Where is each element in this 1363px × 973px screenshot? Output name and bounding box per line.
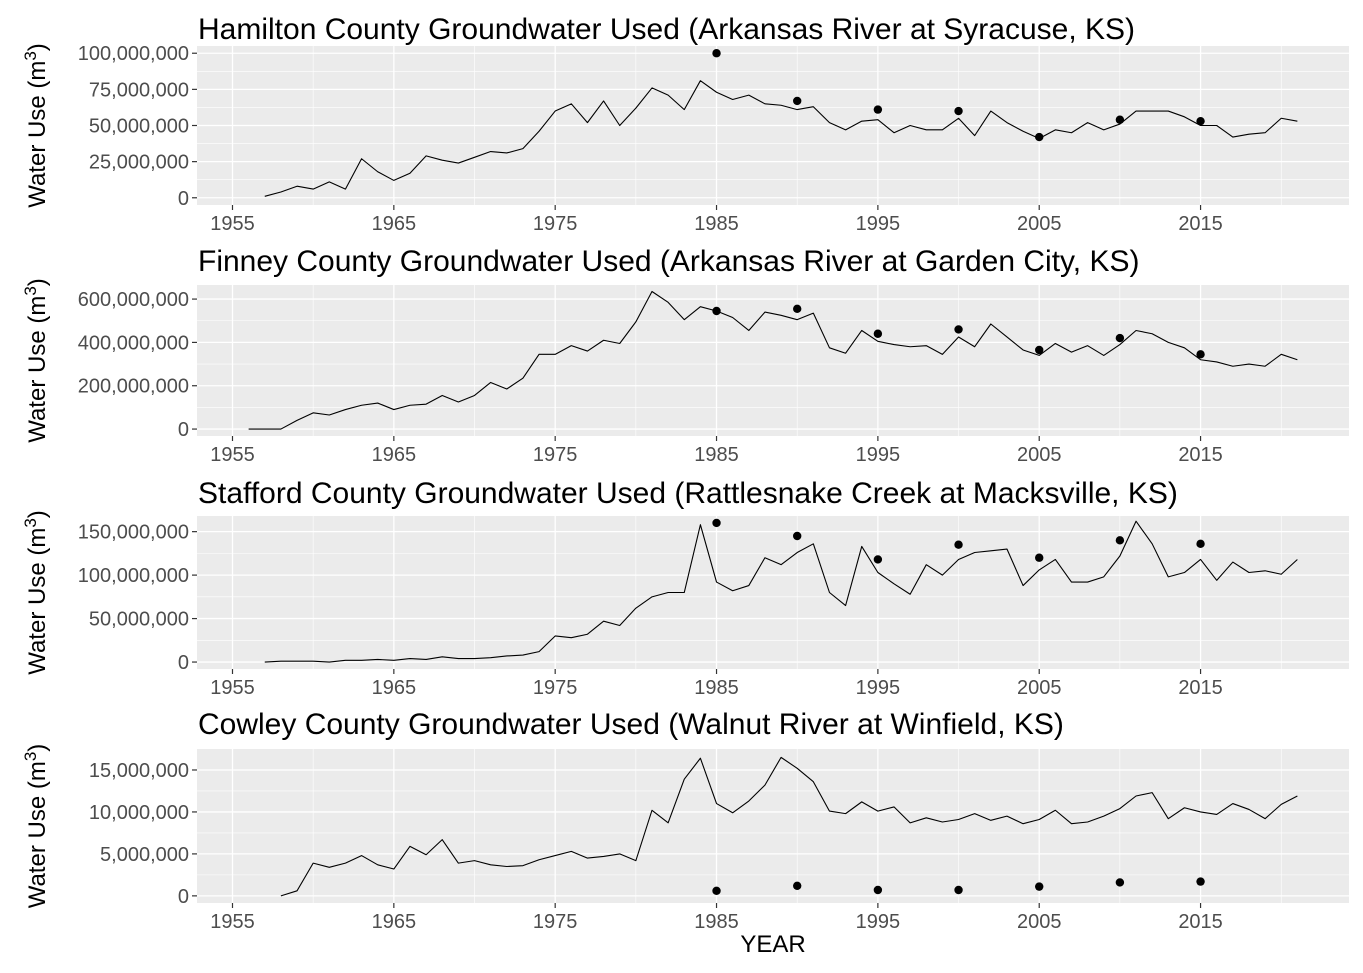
x-tick-label: 1965	[372, 444, 417, 466]
x-tick-label: 2015	[1178, 444, 1223, 466]
data-point	[1115, 878, 1125, 887]
y-tick-label: 25,000,000	[89, 152, 189, 174]
x-tick-label: 1975	[533, 911, 578, 933]
x-tick-label: 2015	[1178, 677, 1223, 699]
x-tick-label: 2005	[1017, 911, 1062, 933]
chart-panel-2: 1955 1965 1975 1985 1995 2005 2015 0 200,000,000…	[21, 245, 1349, 466]
y-tick-label: 50,000,000	[89, 609, 189, 631]
y-axis-label: Water Use (m3)	[21, 510, 51, 675]
x-tick-label: 1995	[856, 677, 901, 699]
y-tick-label: 15,000,000	[89, 760, 189, 782]
x-tick-label: 2015	[1178, 213, 1223, 235]
y-tick-label: 50,000,000	[89, 116, 189, 138]
data-point	[712, 49, 721, 58]
data-point	[954, 325, 963, 334]
x-tick-label: 1965	[372, 677, 417, 699]
data-point	[1115, 115, 1125, 124]
data-point	[1196, 877, 1205, 886]
y-tick-label: 0	[178, 188, 189, 210]
data-point	[1035, 553, 1044, 562]
x-tick-label: 2005	[1017, 213, 1062, 235]
data-point	[954, 885, 963, 895]
y-axis-label: Water Use (m3)	[21, 43, 51, 208]
data-point	[1035, 132, 1044, 142]
x-tick-label: 1985	[694, 444, 739, 466]
series-line	[264, 80, 1298, 197]
x-tick-label: 1995	[856, 213, 901, 235]
x-tick-label: 1995	[856, 444, 901, 466]
x-tick-label: 1955	[210, 213, 255, 235]
y-axis-label: Water Use (m3)	[21, 278, 51, 443]
data-point	[793, 881, 802, 890]
data-point	[1196, 116, 1205, 126]
x-tick-label: 2005	[1017, 444, 1062, 466]
y-axis-label: Water Use (m3)	[21, 744, 51, 909]
data-point	[712, 886, 721, 896]
x-tick-label: 1955	[210, 444, 255, 466]
x-tick-label: 1985	[694, 213, 739, 235]
y-tick-label: 5,000,000	[100, 844, 189, 866]
x-tick-label: 2015	[1178, 911, 1223, 933]
y-tick-label: 100,000,000	[78, 43, 189, 65]
data-point	[712, 518, 721, 528]
panel-title: Hamilton County Groundwater Used (Arkans…	[198, 13, 1135, 46]
data-point	[712, 306, 721, 316]
series-line	[264, 520, 1298, 663]
x-tick-label: 1975	[533, 677, 578, 699]
x-tick-label: 2005	[1017, 677, 1062, 699]
data-point	[1115, 536, 1125, 545]
data-point	[1196, 350, 1205, 359]
y-tick-label: 75,000,000	[89, 79, 189, 101]
data-point	[873, 329, 883, 338]
data-point	[954, 106, 963, 116]
y-tick-label: 0	[178, 886, 189, 908]
x-tick-label: 1975	[533, 444, 578, 466]
x-tick-label: 1955	[210, 911, 255, 933]
y-tick-label: 100,000,000	[78, 565, 189, 587]
y-tick-label: 200,000,000	[78, 376, 189, 398]
data-point	[793, 96, 802, 106]
x-axis-label: YEAR	[740, 931, 805, 958]
chart-panel-1: 1955 1965 1975 1985 1995 2005 2015 0 25,000,000 5…	[21, 13, 1349, 235]
y-tick-label: 0	[178, 419, 189, 441]
panel-background	[197, 749, 1349, 903]
x-tick-label: 1995	[856, 911, 901, 933]
y-tick-label: 600,000,000	[78, 289, 189, 311]
data-point	[873, 555, 883, 564]
panel-title: Finney County Groundwater Used (Arkansas…	[198, 245, 1139, 278]
chart-panel-3: 1955 1965 1975 1985 1995 2005 2015 0 50,000,000 1…	[21, 477, 1349, 699]
data-point	[793, 531, 802, 541]
data-point	[873, 105, 883, 114]
x-tick-label: 1985	[694, 911, 739, 933]
y-tick-label: 10,000,000	[89, 802, 189, 824]
y-tick-label: 150,000,000	[78, 522, 189, 544]
data-point	[793, 304, 802, 314]
x-tick-label: 1985	[694, 677, 739, 699]
data-point	[954, 540, 963, 549]
data-point	[1035, 345, 1044, 355]
series-line	[248, 290, 1298, 430]
panel-background	[197, 516, 1349, 669]
x-tick-label: 1965	[372, 911, 417, 933]
y-tick-label: 0	[178, 652, 189, 674]
panel-background	[197, 285, 1349, 436]
x-tick-label: 1965	[372, 213, 417, 235]
data-point	[1035, 882, 1044, 891]
chart-panel-4: 1955 1965 1975 1985 1995 2005 2015 0 5,000,000 10…	[21, 708, 1349, 933]
data-point	[873, 885, 883, 895]
x-tick-label: 1955	[210, 677, 255, 699]
data-point	[1115, 333, 1125, 343]
x-tick-label: 1975	[533, 213, 578, 235]
data-point	[1196, 539, 1205, 549]
y-tick-label: 400,000,000	[78, 332, 189, 354]
series-line	[280, 756, 1298, 897]
panel-title: Cowley County Groundwater Used (Walnut R…	[198, 708, 1064, 741]
panel-title: Stafford County Groundwater Used (Rattle…	[198, 477, 1178, 510]
